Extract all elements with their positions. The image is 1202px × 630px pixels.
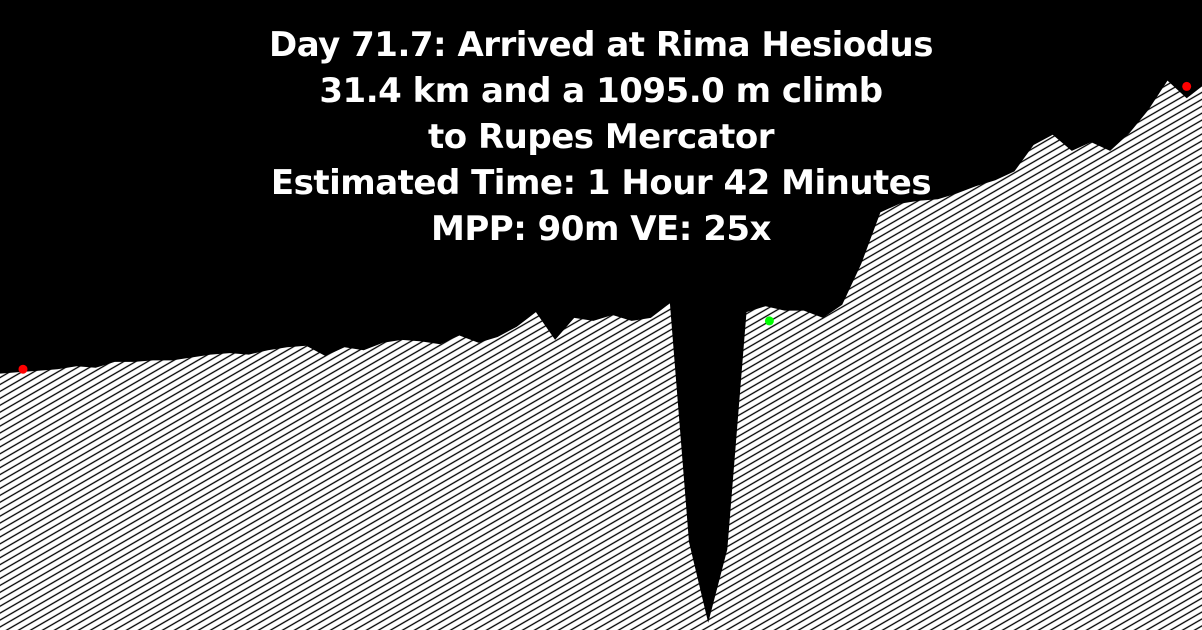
route-marker-2 xyxy=(764,316,774,326)
plot-area xyxy=(0,80,1202,630)
caption-distance-climb: 31.4 km and a 1095.0 m climb xyxy=(319,71,883,111)
caption-day-arrival: Day 71.7: Arrived at Rima Hesiodus xyxy=(269,25,933,65)
caption-destination: to Rupes Mercator xyxy=(428,117,774,157)
caption-scale-info: MPP: 90m VE: 25x xyxy=(431,209,771,249)
route-marker-3 xyxy=(1182,81,1192,91)
elevation-area xyxy=(0,80,1202,630)
caption-estimated-time: Estimated Time: 1 Hour 42 Minutes xyxy=(270,163,932,203)
route-caption: Day 71.7: Arrived at Rima Hesiodus 31.4 … xyxy=(0,22,1202,252)
route-marker-1 xyxy=(18,364,28,374)
